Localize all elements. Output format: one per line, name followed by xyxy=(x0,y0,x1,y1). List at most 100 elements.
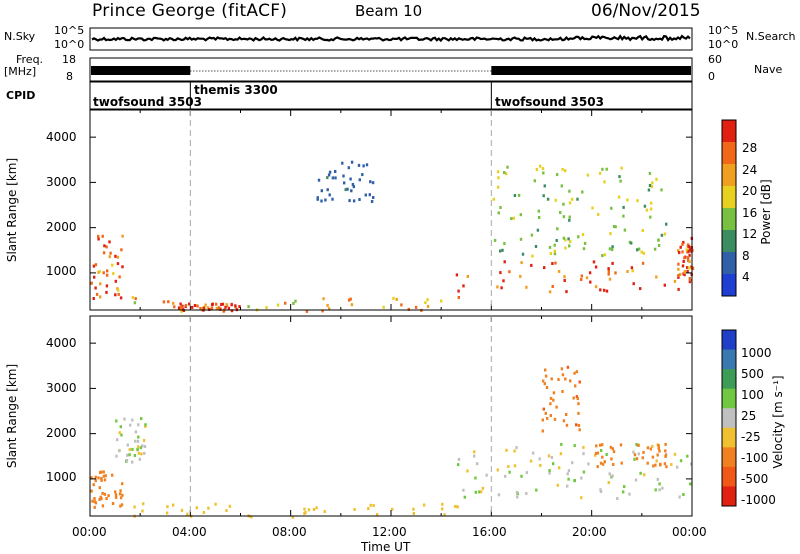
velocity-echo-cell xyxy=(180,508,184,512)
power-echo-cell xyxy=(691,267,695,271)
velocity-echo-cell xyxy=(571,461,574,465)
power-echo-cell xyxy=(321,309,324,313)
power-echo-cell xyxy=(347,166,350,170)
power-echo-cell xyxy=(568,218,571,222)
power-echo-cell xyxy=(513,194,517,197)
power-echo-cell xyxy=(576,197,579,201)
velocity-echo-cell xyxy=(372,504,375,507)
velocity-echo-cell xyxy=(250,515,253,519)
power-echo-cell xyxy=(681,250,684,254)
velocity-echo-cell xyxy=(566,484,569,488)
velocity-echo-cell xyxy=(619,443,623,447)
power-echo-cell xyxy=(119,296,123,300)
power-echo-cell xyxy=(611,245,614,249)
velocity-echo-cell xyxy=(202,511,206,514)
date-label: 06/Nov/2015 xyxy=(591,1,701,21)
noise-right-tick-top: 10^5 xyxy=(708,24,739,37)
velocity-echo-cell xyxy=(543,382,546,386)
power-echo-cell xyxy=(462,284,465,288)
velocity-echo-cell xyxy=(323,510,326,513)
power-echo-cell xyxy=(548,290,552,294)
power-echo-cell xyxy=(612,225,616,228)
power-echo-cell xyxy=(361,173,364,177)
velocity-echo-cell xyxy=(567,469,571,473)
velocity-echo-cell xyxy=(303,512,306,515)
power-echo-cell xyxy=(687,266,691,270)
velocity-echo-cell xyxy=(561,390,564,393)
power-echo-cell xyxy=(382,305,385,309)
power-echo-cell xyxy=(530,233,534,237)
power-echo-cell xyxy=(642,251,645,255)
power-echo-cell xyxy=(677,267,680,271)
power-echo-cell xyxy=(660,233,664,237)
velocity-echo-cell xyxy=(136,448,139,452)
power-echo-region-5 xyxy=(455,260,694,294)
power-echo-cell xyxy=(688,253,691,257)
velocity-echo-cell xyxy=(507,465,510,469)
velocity-cbar-tick-neg100: -100 xyxy=(741,451,769,465)
velocity-echo-cell xyxy=(577,411,580,415)
velocity-echo-cell xyxy=(678,495,681,499)
cpid-segment-1: twofsound 3503 xyxy=(93,95,202,109)
power-echo-cell xyxy=(517,193,521,197)
power-echo-cell xyxy=(95,292,99,296)
velocity-echo-cell xyxy=(573,444,576,448)
power-echo-cell xyxy=(561,167,564,171)
power-echo-cell xyxy=(217,306,221,310)
velocity-echo-cell xyxy=(655,459,658,463)
velocity-echo-cell xyxy=(664,453,668,457)
velocity-echo-cell xyxy=(129,423,132,427)
power-echo-cell xyxy=(512,216,515,220)
velocity-echo-cell xyxy=(575,423,578,427)
power-echo-cell xyxy=(519,237,523,241)
power-echo-cell xyxy=(607,272,610,276)
noise-panel-frame xyxy=(89,27,693,51)
power-echo-cell xyxy=(324,198,327,202)
power-echo-cell xyxy=(414,305,418,309)
power-echo-cell xyxy=(623,228,627,232)
power-echo-cell xyxy=(99,295,102,299)
power-echo-cell xyxy=(520,261,523,265)
noise-left-tick-top: 10^5 xyxy=(54,24,85,37)
power-echo-cell xyxy=(585,276,589,280)
velocity-echo-cell xyxy=(550,456,554,459)
power-echo-cell xyxy=(109,251,112,255)
power-echo-cell xyxy=(98,270,101,273)
xtick-4: 04:00 xyxy=(172,525,207,539)
power-echo-cell xyxy=(564,246,567,250)
power-echo-cell xyxy=(619,179,622,183)
x-axis-label: Time UT xyxy=(361,540,411,554)
velocity-echo-cell xyxy=(601,462,605,466)
power-echo-cell xyxy=(637,247,641,251)
power-echo-cell xyxy=(108,240,111,244)
power-echo-cell xyxy=(641,229,644,232)
power-echo-cell xyxy=(134,297,137,301)
velocity-echo-cell xyxy=(136,439,140,443)
velocity-cbar-tick-500: 500 xyxy=(741,367,764,381)
velocity-echo-cell xyxy=(664,442,667,446)
power-echo-cell xyxy=(177,306,181,310)
power-echo-cell xyxy=(534,245,538,248)
velocity-echo-cell xyxy=(367,507,370,511)
velocity-echo-cell xyxy=(462,488,465,492)
xtick-20: 20:00 xyxy=(572,525,607,539)
velocity-echo-cell xyxy=(651,455,655,459)
velocity-echo-cell xyxy=(670,463,673,466)
power-echo-cell xyxy=(542,171,545,175)
velocity-echo-cell xyxy=(496,468,499,472)
power-echo-cell xyxy=(679,245,682,249)
velocity-echo-cell xyxy=(541,418,544,422)
power-echo-cell xyxy=(614,225,617,229)
power-echo-cell xyxy=(369,180,372,184)
power-echo-cell xyxy=(224,305,227,309)
power-echo-cell xyxy=(503,171,506,175)
power-echo-cell xyxy=(626,198,629,202)
power-echo-cell xyxy=(121,234,124,238)
velocity-echo-cell xyxy=(578,380,581,384)
power-panel-frame xyxy=(89,109,693,311)
velocity-echo-cell xyxy=(549,396,553,400)
velocity-echo-cell xyxy=(111,502,115,505)
velocity-echo-cell xyxy=(646,461,649,465)
velocity-echo-cell xyxy=(98,497,101,501)
velocity-echo-cell xyxy=(121,482,124,486)
